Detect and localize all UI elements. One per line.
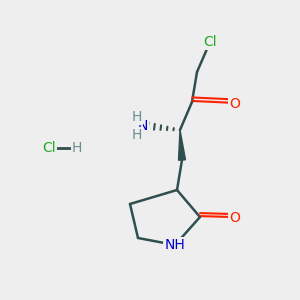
Text: O: O [230,97,240,111]
Text: NH: NH [165,238,185,252]
Text: H: H [72,141,83,155]
Text: Cl: Cl [42,141,56,155]
Text: Cl: Cl [203,35,217,49]
Text: H: H [132,110,142,124]
Text: H: H [132,128,142,142]
Text: N: N [138,119,148,133]
Text: O: O [230,211,240,225]
Polygon shape [178,130,185,160]
